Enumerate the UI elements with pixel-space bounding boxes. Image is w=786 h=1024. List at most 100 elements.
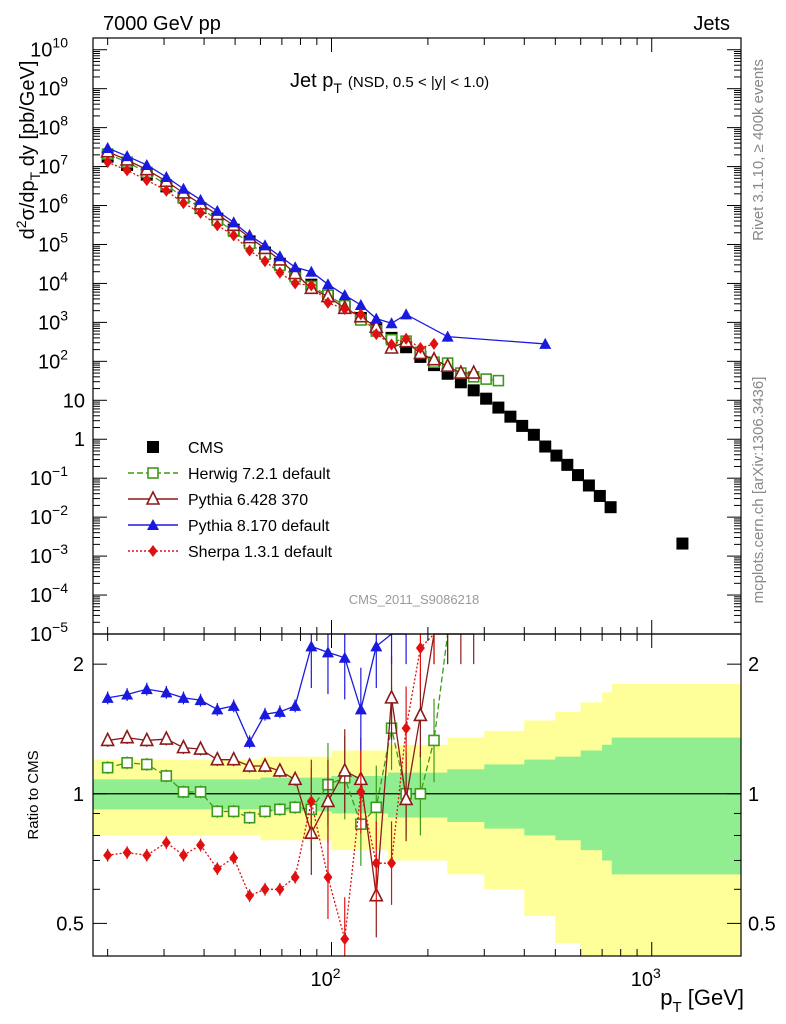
data-point — [337, 762, 353, 777]
data-point — [101, 761, 114, 774]
data-point — [227, 699, 240, 711]
data-point — [176, 738, 191, 754]
data-point — [177, 182, 190, 194]
data-point — [356, 785, 366, 798]
y-tick-label: 10−4 — [30, 580, 68, 607]
data-point — [306, 279, 316, 292]
data-point — [387, 338, 397, 351]
data-point — [119, 728, 135, 744]
data-point — [122, 164, 132, 177]
y-tick-label: 10−3 — [30, 541, 68, 568]
data-point — [414, 787, 427, 800]
data-point — [290, 277, 300, 290]
data-point — [245, 244, 255, 257]
data-point — [385, 317, 398, 329]
data-point — [160, 171, 173, 183]
data-point — [340, 303, 350, 316]
data-point — [550, 449, 563, 462]
legend-label: Sherpa 1.3.1 default — [188, 544, 333, 561]
y-tick-label: 10−2 — [30, 502, 68, 529]
data-point — [140, 758, 153, 771]
data-point — [289, 261, 302, 273]
data-point — [582, 479, 595, 492]
plot-title-extra: (NSD, 0.5 < |y| < 1.0) — [348, 74, 489, 91]
data-point — [289, 699, 302, 711]
data-point — [103, 156, 113, 169]
y-tick-label: 103 — [38, 307, 68, 334]
data-point — [243, 811, 256, 824]
data-point — [306, 795, 316, 808]
data-point — [338, 289, 351, 301]
y-tick-label: 1 — [74, 429, 85, 451]
data-point — [340, 932, 350, 945]
data-point — [273, 250, 286, 262]
data-point — [428, 734, 440, 747]
data-point — [676, 537, 689, 550]
data-point — [561, 458, 574, 471]
main-plot-series — [100, 141, 689, 550]
data-point — [227, 805, 240, 818]
data-point — [100, 731, 115, 747]
data-point — [272, 762, 288, 777]
ratio-series-pythia-8-170-default — [101, 633, 407, 752]
data-point — [593, 489, 606, 502]
data-point — [161, 184, 171, 197]
data-point — [454, 376, 467, 389]
data-point — [196, 206, 206, 219]
main-series-pythia-8-170-default — [101, 141, 552, 349]
data-point — [142, 174, 152, 187]
data-point — [480, 373, 492, 385]
data-point — [243, 735, 256, 747]
data-point — [245, 889, 255, 902]
data-point — [211, 703, 224, 715]
data-point — [492, 401, 505, 414]
data-point — [289, 801, 301, 814]
y-tick-label: 107 — [38, 152, 68, 179]
data-point — [257, 757, 273, 772]
data-point — [441, 330, 454, 342]
data-point — [571, 469, 584, 482]
data-point — [453, 364, 469, 379]
data-point — [321, 278, 334, 290]
series-line — [107, 633, 449, 826]
data-point — [160, 770, 173, 782]
ratio-y-tick-label: 1 — [73, 784, 84, 806]
data-point — [539, 440, 552, 453]
data-point — [121, 688, 134, 700]
data-point — [260, 255, 270, 268]
main-y-axis-label: d2σ/dpT dy [pb/GeV] — [13, 61, 43, 240]
data-point — [140, 158, 153, 170]
data-point — [321, 646, 334, 658]
axes: 102 103101010910810710610510410310210110−… — [30, 35, 776, 991]
data-point — [210, 750, 225, 766]
data-point — [401, 332, 411, 345]
legend-marker — [148, 545, 158, 557]
data-point — [121, 150, 134, 162]
data-point — [212, 219, 222, 232]
data-point — [492, 374, 505, 387]
data-point — [226, 750, 241, 766]
y-tick-label: 102 — [38, 346, 68, 373]
data-point — [139, 731, 155, 747]
data-point — [413, 706, 428, 722]
data-point — [370, 801, 383, 814]
mcplots-label: mcplots.cern.ch [arXiv:1306.3436] — [750, 377, 767, 604]
band-total — [93, 683, 741, 956]
data-point — [320, 792, 336, 808]
data-point — [194, 694, 207, 706]
data-point — [178, 197, 188, 210]
legend-label: CMS — [188, 440, 224, 457]
y-tick-label: 104 — [38, 268, 68, 295]
legend-marker — [147, 441, 159, 453]
data-point — [290, 871, 300, 884]
data-point — [243, 229, 256, 241]
data-point — [384, 689, 399, 704]
data-point — [211, 204, 224, 216]
ratio-y-tick-label-right: 2 — [748, 654, 759, 676]
data-point — [527, 428, 540, 441]
data-point — [467, 384, 480, 397]
data-point — [323, 871, 333, 884]
y-tick-label: 106 — [38, 191, 68, 218]
data-point — [259, 708, 272, 720]
